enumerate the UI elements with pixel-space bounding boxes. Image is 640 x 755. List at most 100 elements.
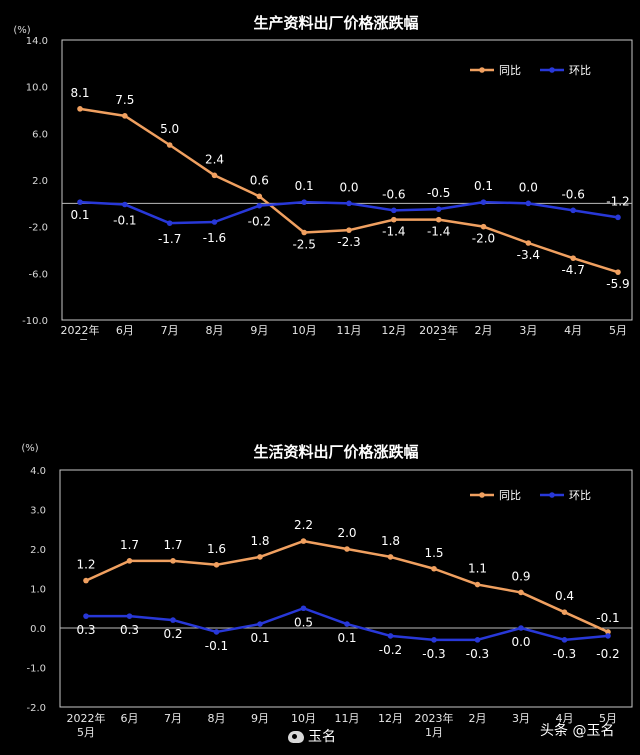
data-label-yoy: -2.5 — [292, 238, 315, 252]
y-tick-label: -2.0 — [26, 703, 46, 714]
x-tick-label: 5月 — [77, 726, 95, 739]
data-label-yoy: 1.5 — [424, 546, 443, 560]
consumer-goods-chart: 生活资料出厂价格涨跌幅 (%) 4.0 3.0 2.0 1.0 0.0 -1.0 -2.0 202… — [21, 443, 633, 739]
legend-marker-yoy — [479, 492, 485, 498]
x-tick-label: 6月 — [121, 712, 139, 725]
x-tick-label: 3月 — [519, 324, 537, 337]
producer-goods-chart: 生产资料出厂价格涨跌幅 (%)14.0 10.0 6.0 2.0 -2.0 -6.0 -10.… — [13, 14, 633, 340]
data-label-yoy: 1.8 — [250, 534, 269, 548]
x-tick-label: 10月 — [292, 324, 317, 337]
x-tick-label: 6月 — [116, 324, 134, 337]
data-point-yoy — [257, 554, 263, 560]
data-point-mom — [83, 613, 89, 619]
data-point-yoy — [77, 106, 83, 112]
data-label-yoy: 1.2 — [76, 558, 95, 572]
x-tick-label: 2023年 — [415, 711, 454, 725]
data-point-mom — [211, 219, 218, 225]
data-label-yoy: 2.0 — [337, 526, 356, 540]
legend-marker-mom — [549, 67, 555, 73]
data-label-yoy: 1.7 — [163, 538, 182, 552]
data-point-mom — [300, 605, 307, 612]
legend-label-yoy: 同比 — [499, 64, 521, 77]
x-tick-label: 8月 — [206, 324, 224, 337]
data-label-mom: -1.6 — [203, 231, 226, 245]
data-label-mom: 0.3 — [120, 623, 139, 637]
y-tick-label: 1.0 — [30, 585, 46, 596]
data-label-yoy: 1.1 — [468, 562, 487, 576]
weibo-watermark: 玉名 — [288, 726, 336, 746]
data-label-mom: 0.1 — [474, 179, 493, 193]
data-label-mom: -0.2 — [379, 643, 402, 657]
x-tick-label: 10月 — [291, 712, 316, 725]
data-point-mom — [605, 633, 611, 639]
data-point-yoy — [480, 223, 487, 230]
data-point-yoy — [518, 589, 524, 596]
data-point-mom — [561, 637, 568, 643]
data-point-mom — [387, 633, 394, 639]
data-point-yoy — [615, 269, 621, 275]
data-point-mom — [256, 202, 263, 209]
x-tick-label: 5月 — [71, 338, 89, 340]
weibo-watermark-text: 玉名 — [308, 729, 336, 745]
data-label-yoy: -0.1 — [596, 611, 619, 625]
data-label-yoy: -1.4 — [382, 225, 405, 239]
data-point-mom — [570, 207, 576, 214]
legend-marker-yoy — [479, 67, 485, 73]
data-label-mom: 0.3 — [76, 623, 95, 637]
data-label-yoy: 5.0 — [160, 122, 179, 136]
data-point-mom — [474, 637, 481, 643]
chart-title: 生活资料出厂价格涨跌幅 — [253, 443, 418, 461]
y-axis-unit: (%) — [21, 443, 38, 454]
data-label-mom: 0.0 — [339, 180, 358, 194]
data-label-yoy: 0.4 — [555, 589, 574, 603]
data-point-mom — [257, 621, 263, 627]
data-label-yoy: 1.6 — [207, 542, 226, 556]
data-label-mom: -0.1 — [205, 639, 228, 653]
data-label-yoy: 7.5 — [115, 93, 134, 107]
toutiao-watermark: 头条 @玉名 — [540, 720, 614, 740]
data-point-mom — [525, 200, 532, 207]
data-point-mom — [431, 637, 437, 643]
y-tick-label: -2.0 — [28, 223, 48, 234]
plot-frame — [59, 469, 633, 708]
data-point-yoy — [122, 113, 128, 119]
data-point-yoy — [301, 229, 307, 236]
y-tick-label: 14.0 — [26, 36, 48, 47]
plot-frame — [61, 39, 633, 321]
data-point-yoy — [344, 546, 350, 552]
data-point-yoy — [431, 565, 437, 572]
data-label-mom: 0.2 — [163, 627, 182, 641]
data-point-mom — [301, 199, 307, 205]
data-label-mom: -0.1 — [113, 214, 136, 228]
y-tick-label: -1.0 — [26, 664, 46, 675]
data-point-mom — [435, 206, 442, 212]
data-label-yoy: -5.9 — [606, 277, 629, 291]
data-point-yoy — [213, 562, 220, 568]
x-tick-label: 11月 — [337, 324, 362, 337]
legend-marker-mom — [549, 492, 555, 498]
data-label-yoy: -4.7 — [561, 263, 584, 277]
x-tick-label: 7月 — [164, 712, 182, 725]
x-tick-label: 4月 — [556, 712, 574, 725]
data-point-yoy — [256, 193, 263, 200]
legend-label-yoy: 同比 — [499, 489, 521, 502]
y-tick-label: 3.0 — [30, 506, 46, 517]
y-tick-label: -6.0 — [28, 269, 48, 280]
data-label-mom: -0.3 — [553, 647, 576, 661]
data-label-yoy: 0.9 — [511, 569, 530, 583]
data-point-yoy — [435, 216, 442, 223]
data-point-yoy — [474, 581, 481, 588]
data-point-yoy — [211, 172, 218, 179]
x-tick-label: 9月 — [251, 712, 269, 725]
legend-label-mom: 环比 — [569, 489, 591, 502]
data-point-mom — [126, 613, 133, 619]
data-label-mom: -0.6 — [561, 187, 584, 201]
data-label-mom: 0.1 — [250, 631, 269, 645]
data-point-mom — [615, 214, 621, 221]
data-point-yoy — [605, 629, 611, 635]
data-point-mom — [480, 199, 487, 205]
x-tick-label: 5月 — [609, 324, 627, 337]
x-tick-label: 7月 — [161, 324, 179, 337]
data-label-yoy: 8.1 — [70, 86, 89, 100]
data-label-mom: -0.2 — [248, 215, 271, 229]
